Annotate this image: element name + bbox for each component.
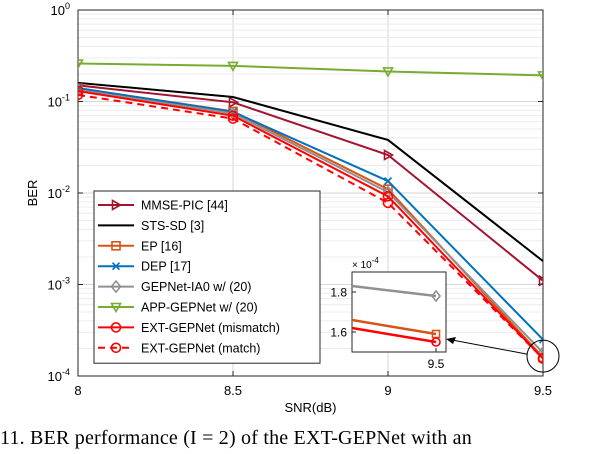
legend-label-ext-gepnet-match: EXT-GEPNet (match) <box>141 341 260 355</box>
data-point-ext-gepnet-match <box>537 353 543 364</box>
legend-entry-app-gepnet-w-20: APP-GEPNet w/ (20) <box>98 301 258 315</box>
series-layer <box>78 59 560 373</box>
y-axis-label: BER <box>25 180 40 207</box>
legend-marker-ext-gepnet-match <box>110 342 122 354</box>
x-tick-label-1: 8.5 <box>224 383 242 398</box>
y-tick-label-3: 10-1 <box>48 93 70 110</box>
legend-entry-dep-17: DEP [17] <box>98 260 191 274</box>
zoom-arrow-line <box>451 339 528 355</box>
legend-label-sts-sd-3: STS-SD [3] <box>141 219 204 233</box>
data-point-mmse-pic-44 <box>383 149 395 161</box>
legend-label-dep-17: DEP [17] <box>141 260 191 274</box>
inset-series-gepnet-ia0-w-20 <box>351 284 442 303</box>
legend-entry-mmse-pic-44: MMSE-PIC [44] <box>98 199 228 213</box>
x-tick-label-0: 8 <box>74 383 81 398</box>
series-line-app-gepnet-w-20 <box>78 62 543 77</box>
data-point-mmse-pic-44 <box>228 96 240 109</box>
legend: MMSE-PIC [44] STS-SD [3] EP [16] DEP [17] GE… <box>93 190 321 364</box>
axes: 8 8.5 9 9.5 10-4 10-3 10-2 10-1 100 SNR(dB) BER <box>25 1 552 415</box>
inset-y-tick-label-0: 1.6 <box>330 326 347 340</box>
ber-chart: 8 8.5 9 9.5 10-4 10-3 10-2 10-1 100 SNR(dB) BER MM… <box>25 1 560 415</box>
legend-label-gepnet-ia0-w-20: GEPNet-IA0 w/ (20) <box>141 280 251 294</box>
data-point-dep-17-stroke-a <box>538 335 543 341</box>
data-point-dep-17-stroke-b <box>538 338 543 344</box>
legend-marker-ep-16 <box>111 241 121 251</box>
legend-entry-ep-16: EP [16] <box>98 239 182 253</box>
y-tick-label-0: 10-4 <box>48 367 70 384</box>
legend-entry-ext-gepnet-match: EXT-GEPNet (match) <box>98 341 260 355</box>
inset-frame <box>351 271 447 353</box>
zoom-arrow-head <box>446 337 456 344</box>
legend-box <box>93 190 321 364</box>
legend-marker-app-gepnet-w-20 <box>110 302 122 314</box>
legend-label-ext-gepnet-mismatch: EXT-GEPNet (mismatch) <box>141 321 280 335</box>
data-point-ext-gepnet-mismatch <box>227 110 239 121</box>
inset-exponent-label: × 10-4 <box>352 256 379 271</box>
legend-marker-gepnet-ia0-w-20 <box>110 279 122 294</box>
legend-entry-gepnet-ia0-w-20: GEPNet-IA0 w/ (20) <box>98 279 251 294</box>
inset-zoom: 1.6 1.8 9.5 × 10-4 <box>330 256 447 371</box>
data-point-app-gepnet-w-20 <box>227 61 239 73</box>
series-line-sts-sd-3 <box>78 81 543 262</box>
data-point-dep-17-stroke-b <box>78 84 83 90</box>
data-point-dep-17-stroke-b <box>383 177 393 186</box>
legend-marker-ext-gepnet-mismatch <box>110 322 122 333</box>
data-point-app-gepnet-w-20 <box>78 59 84 70</box>
data-point-ext-gepnet-match <box>227 113 239 124</box>
legend-label-ep-16: EP [16] <box>141 239 182 253</box>
data-point-ext-gepnet-mismatch <box>382 191 394 202</box>
series-line-dep-17 <box>78 87 543 341</box>
legend-marker-mmse-pic-44 <box>111 199 123 211</box>
legend-marker-dep-17-stroke-b <box>111 262 121 271</box>
series-sts-sd-3 <box>78 81 543 262</box>
x-axis-label: SNR(dB) <box>284 400 336 415</box>
series-app-gepnet-w-20 <box>78 59 543 82</box>
figure-caption: 11. BER performance (I = 2) of the EXT-G… <box>0 427 472 449</box>
inset-point-gepnet-ia0-w-20 <box>430 289 442 303</box>
data-point-mmse-pic-44 <box>538 274 543 287</box>
data-point-app-gepnet-w-20 <box>537 71 543 82</box>
x-tick-label-2: 9 <box>384 383 391 398</box>
inset-y-tick-label-1: 1.8 <box>330 286 347 300</box>
legend-entry-ext-gepnet-mismatch: EXT-GEPNet (mismatch) <box>98 321 280 335</box>
series-line-mmse-pic-44 <box>78 84 543 282</box>
inset-line-gepnet-ia0-w-20 <box>351 284 437 298</box>
x-tick-label-3: 9.5 <box>534 383 552 398</box>
legend-label-mmse-pic-44: MMSE-PIC [44] <box>141 199 228 213</box>
inset-point-ext-gepnet-mismatch <box>431 337 441 347</box>
inset-line-ep-16 <box>351 318 437 336</box>
series-line-ext-gepnet-mismatch <box>78 90 543 360</box>
data-point-ext-gepnet-mismatch <box>78 85 84 97</box>
inset-series-ext-gepnet-mismatch <box>351 326 441 347</box>
data-point-dep-17 <box>538 335 543 344</box>
data-point-ext-gepnet-match <box>78 89 84 101</box>
y-tick-label-1: 10-3 <box>48 276 70 293</box>
legend-marker-dep-17 <box>111 262 121 271</box>
zoom-highlight <box>526 339 560 373</box>
data-point-gepnet-ia0-w-20 <box>537 345 543 360</box>
legend-label-app-gepnet-w-20: APP-GEPNet w/ (20) <box>141 301 258 315</box>
legend-entry-sts-sd-3: STS-SD [3] <box>98 219 204 233</box>
y-tick-label-4: 100 <box>51 1 70 18</box>
inset-line-ext-gepnet-mismatch <box>351 326 437 344</box>
data-point-ext-gepnet-match <box>382 197 394 209</box>
y-tick-label-2: 10-2 <box>48 184 70 201</box>
series-line-gepnet-ia0-w-20 <box>78 89 543 354</box>
inset-x-tick-label: 9.5 <box>428 357 445 371</box>
data-point-app-gepnet-w-20 <box>382 67 394 78</box>
series-ext-gepnet-match <box>78 89 543 369</box>
data-point-dep-17 <box>383 177 393 186</box>
